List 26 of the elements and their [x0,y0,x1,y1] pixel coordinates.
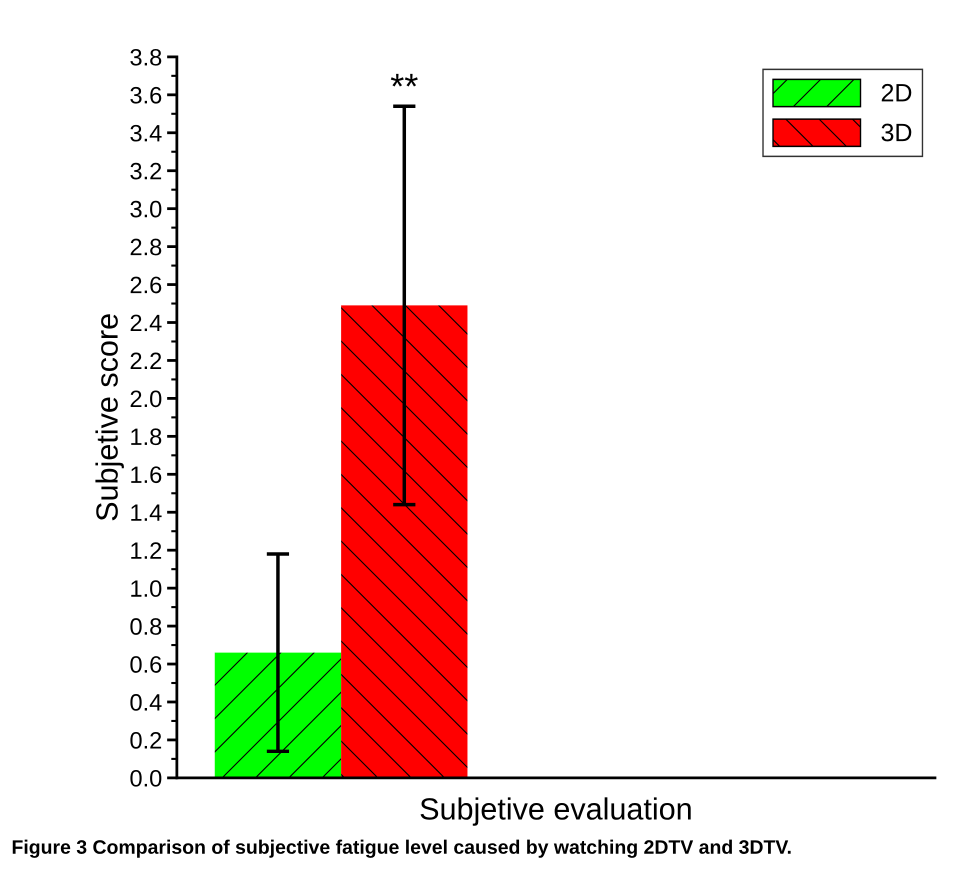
y-tick-label: 2.8 [130,238,162,256]
y-tick-label: 1.0 [131,580,162,597]
y-tick-label: 2.0 [130,390,162,408]
x-axis-title: Subjetive evaluation [420,797,691,826]
y-tick-label: 1.4 [131,504,162,521]
y-axis-title: Subjetive score [95,314,124,520]
y-tick-label: 3.4 [130,124,162,142]
legend-label: 3D [881,124,912,142]
y-tick-label: 0.0 [130,770,162,787]
y-tick-label: 3.8 [130,48,162,66]
y-tick-label: 2.4 [130,314,162,332]
y-tick-label: 1.8 [131,428,162,446]
caption: Figure 3 Comparison of subjective fatigue level caused by watching 2DTV and 3DTV. [12,840,791,858]
y-tick-label: 0.4 [130,694,162,711]
y-tick-label: 3.2 [130,162,162,180]
y-tick-label: 3.6 [130,86,162,104]
y-tick-label: 0.8 [130,618,162,635]
y-tick-label: 3.0 [130,200,162,218]
y-tick-label: 1.6 [131,466,162,484]
y-tick-label: 2.6 [130,276,162,294]
y-tick-label: 0.6 [130,656,162,673]
legend-label: 2D [882,84,912,102]
y-tick-label: 2.2 [130,352,162,370]
annotation: ** [390,74,418,87]
y-tick-label: 1.2 [131,542,162,559]
y-tick-label: 0.2 [130,732,162,749]
